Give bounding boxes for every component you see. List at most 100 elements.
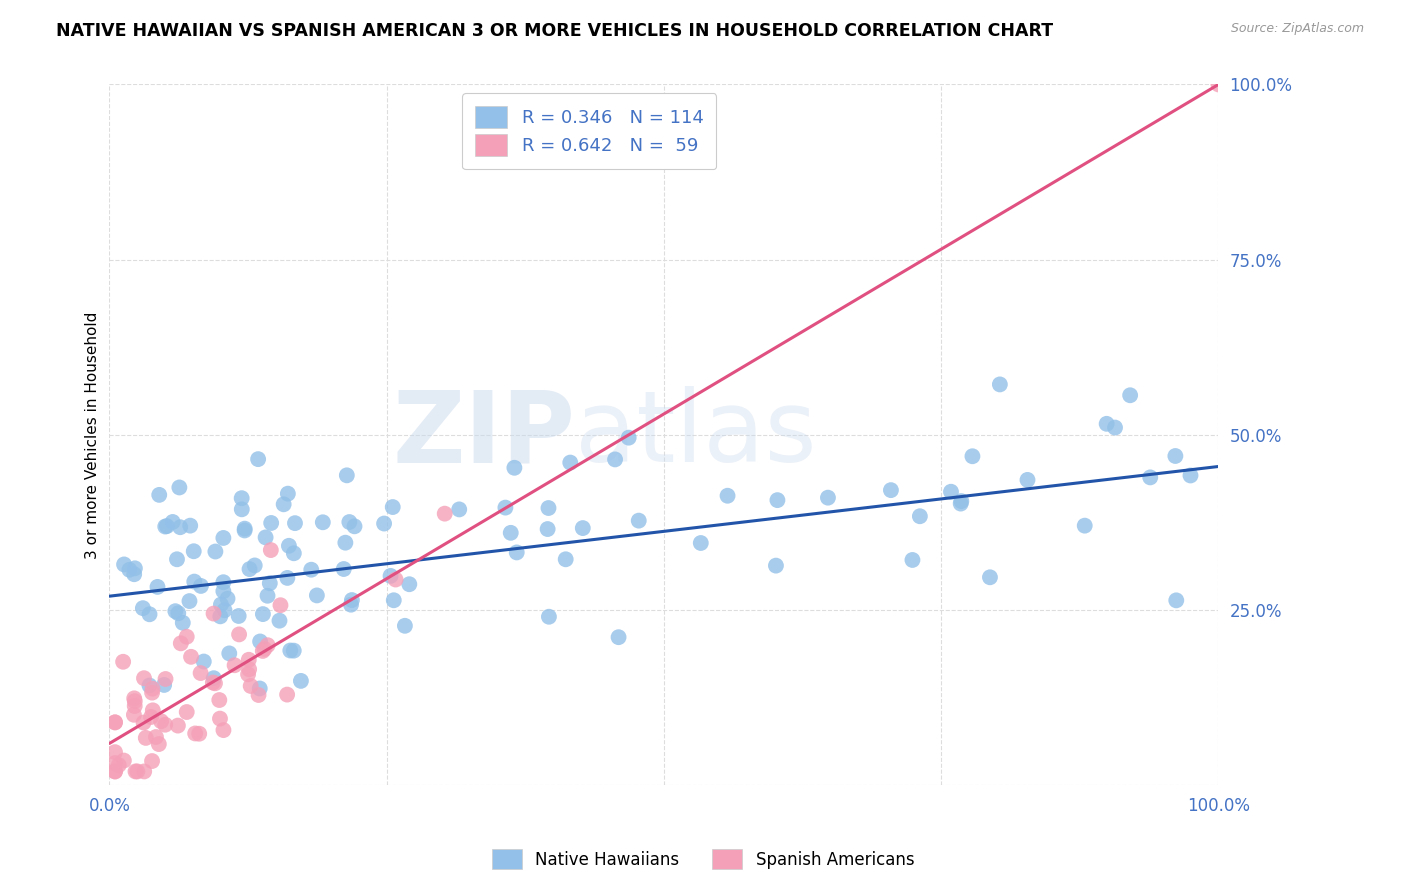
- Point: [155, 519, 177, 533]
- Point: [239, 679, 262, 693]
- Point: [172, 615, 194, 630]
- Point: [124, 694, 146, 708]
- Text: NATIVE HAWAIIAN VS SPANISH AMERICAN 3 OR MORE VEHICLES IN HOUSEHOLD CORRELATION : NATIVE HAWAIIAN VS SPANISH AMERICAN 3 OR…: [56, 22, 1053, 40]
- Point: [249, 681, 271, 696]
- Point: [218, 647, 240, 661]
- Point: [167, 718, 190, 732]
- Point: [190, 579, 212, 593]
- Point: [278, 643, 301, 657]
- Point: [155, 672, 177, 686]
- Point: [236, 667, 259, 681]
- Point: [212, 575, 235, 590]
- Point: [1095, 417, 1118, 431]
- Point: [433, 507, 456, 521]
- Point: [183, 544, 205, 558]
- Point: [104, 715, 127, 730]
- Point: [276, 571, 298, 585]
- Point: [148, 488, 170, 502]
- Point: [283, 643, 305, 657]
- Point: [340, 598, 363, 612]
- Point: [689, 536, 711, 550]
- Point: [1164, 449, 1187, 463]
- Point: [949, 497, 972, 511]
- Point: [276, 688, 298, 702]
- Point: [188, 727, 211, 741]
- Point: [617, 431, 640, 445]
- Point: [208, 693, 231, 707]
- Point: [124, 764, 146, 779]
- Point: [176, 705, 198, 719]
- Point: [139, 710, 162, 724]
- Point: [170, 636, 193, 650]
- Point: [260, 543, 283, 558]
- Point: [305, 589, 328, 603]
- Point: [1119, 388, 1142, 402]
- Point: [156, 519, 179, 533]
- Point: [499, 525, 522, 540]
- Point: [214, 603, 236, 617]
- Point: [380, 569, 402, 583]
- Point: [202, 607, 225, 621]
- Point: [179, 518, 201, 533]
- Point: [124, 698, 146, 713]
- Point: [384, 573, 406, 587]
- Point: [204, 544, 226, 558]
- Point: [373, 516, 395, 531]
- Point: [1166, 593, 1188, 607]
- Point: [536, 522, 558, 536]
- Point: [243, 558, 266, 573]
- Point: [607, 630, 630, 644]
- Y-axis label: 3 or more Vehicles in Household: 3 or more Vehicles in Household: [86, 311, 100, 558]
- Point: [277, 486, 299, 500]
- Point: [162, 515, 184, 529]
- Point: [132, 715, 155, 730]
- Point: [716, 489, 738, 503]
- Point: [212, 723, 235, 737]
- Point: [104, 764, 127, 779]
- Point: [1139, 470, 1161, 484]
- Point: [104, 764, 127, 779]
- Point: [506, 545, 529, 559]
- Point: [269, 614, 291, 628]
- Point: [202, 671, 225, 685]
- Point: [141, 681, 163, 696]
- Point: [537, 501, 560, 516]
- Point: [224, 658, 246, 673]
- Point: [209, 609, 232, 624]
- Point: [962, 449, 984, 463]
- Point: [901, 553, 924, 567]
- Point: [150, 714, 173, 729]
- Point: [256, 638, 278, 652]
- Point: [603, 452, 626, 467]
- Point: [252, 607, 274, 621]
- Point: [908, 509, 931, 524]
- Point: [260, 516, 283, 530]
- Point: [148, 737, 170, 751]
- Point: [449, 502, 471, 516]
- Point: [104, 756, 127, 770]
- Point: [231, 491, 253, 505]
- Point: [142, 703, 165, 717]
- Point: [208, 712, 231, 726]
- Point: [277, 539, 299, 553]
- Point: [209, 598, 232, 612]
- Point: [537, 609, 560, 624]
- Point: [145, 730, 167, 744]
- Point: [332, 562, 354, 576]
- Point: [212, 531, 235, 545]
- Point: [104, 745, 127, 759]
- Point: [124, 561, 146, 575]
- Text: Source: ZipAtlas.com: Source: ZipAtlas.com: [1230, 22, 1364, 36]
- Legend: R = 0.346   N = 114, R = 0.642   N =  59: R = 0.346 N = 114, R = 0.642 N = 59: [463, 94, 717, 169]
- Point: [283, 546, 305, 560]
- Point: [254, 530, 277, 544]
- Point: [231, 502, 253, 516]
- Point: [880, 483, 903, 497]
- Point: [503, 460, 526, 475]
- Point: [193, 655, 215, 669]
- Point: [238, 662, 260, 676]
- Point: [253, 641, 276, 656]
- Point: [766, 493, 789, 508]
- Point: [153, 717, 176, 731]
- Point: [560, 456, 582, 470]
